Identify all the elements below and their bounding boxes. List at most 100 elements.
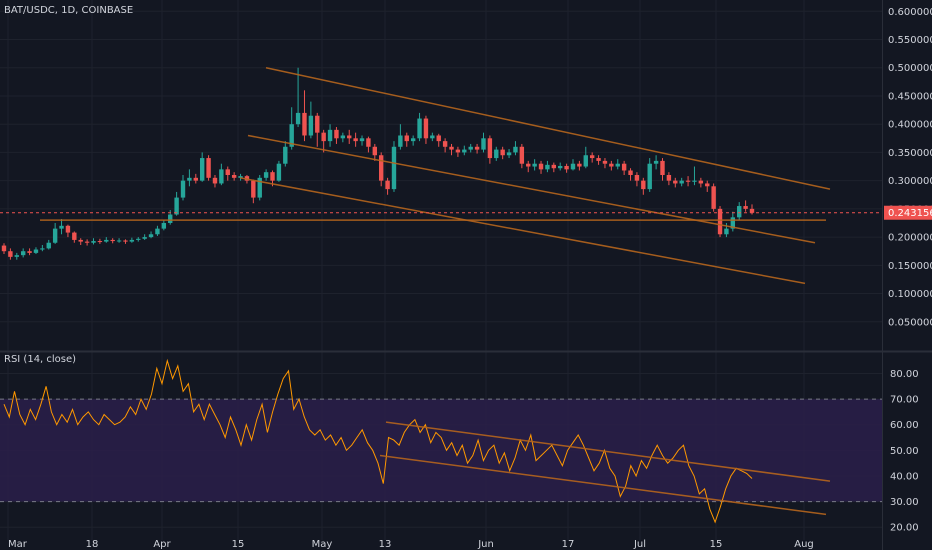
- candle-body: [589, 155, 595, 159]
- candle-body: [295, 112, 301, 125]
- candle-body: [289, 124, 294, 147]
- candle-body: [647, 163, 652, 190]
- candle-body: [583, 155, 588, 167]
- price-chart-title: BAT/USDC, 1D, COINBASE: [4, 5, 133, 16]
- candle-body: [660, 160, 665, 175]
- price-tick-label: 0.100000: [888, 289, 932, 300]
- candle-body: [187, 177, 192, 181]
- candle-body: [116, 240, 122, 242]
- candle-body: [40, 248, 45, 250]
- candle-body: [679, 180, 684, 184]
- rsi-tick-label: 40.00: [890, 471, 919, 482]
- candle-body: [442, 141, 448, 147]
- x-tick-label: May: [312, 539, 333, 550]
- candle-body: [78, 239, 83, 242]
- candle-body: [436, 135, 441, 142]
- candle-body: [372, 146, 378, 156]
- candle-body: [180, 180, 186, 198]
- x-tick-label: 15: [710, 539, 723, 550]
- candle-body: [692, 180, 697, 182]
- candle-body: [251, 180, 256, 198]
- candle-body: [206, 158, 211, 178]
- x-tick-label: Aug: [794, 539, 814, 550]
- last-price-label: 0.243156: [888, 208, 932, 219]
- candle-body: [538, 163, 544, 170]
- candle-body: [321, 132, 326, 142]
- candle-body: [14, 255, 19, 257]
- candle-body: [155, 228, 160, 235]
- candle-body: [276, 163, 282, 181]
- candle-body: [33, 249, 39, 253]
- candle-body: [359, 138, 365, 142]
- candle-body: [621, 163, 627, 171]
- candle-body: [705, 183, 710, 187]
- candle-body: [199, 158, 205, 181]
- candle-body: [570, 163, 576, 170]
- rsi-tick-label: 60.00: [890, 420, 919, 431]
- x-tick-label: Mar: [8, 539, 28, 550]
- candle-body: [455, 149, 461, 153]
- rsi-tick-label: 70.00: [890, 395, 919, 406]
- candle-body: [653, 160, 659, 164]
- candle-body: [142, 237, 147, 239]
- rsi-channel-line: [379, 454, 827, 516]
- x-tick-label: Apr: [153, 539, 171, 550]
- candle-body: [404, 135, 409, 142]
- candle-body: [270, 172, 275, 181]
- candle-body: [110, 239, 115, 242]
- x-tick-label: 15: [232, 539, 245, 550]
- candle-body: [263, 172, 269, 178]
- candle-body: [577, 163, 582, 167]
- rsi-tick-label: 30.00: [890, 497, 919, 508]
- rsi-channel-line: [385, 421, 831, 482]
- candle-body: [666, 175, 672, 181]
- candle-body: [717, 208, 723, 235]
- candle-body: [1, 245, 7, 252]
- price-tick-label: 0.600000: [888, 7, 932, 18]
- candle-body: [673, 180, 678, 184]
- price-tick-label: 0.150000: [888, 261, 932, 272]
- candle-body: [628, 170, 633, 175]
- candle-body: [136, 238, 141, 240]
- price-tick-label: 0.400000: [888, 120, 932, 131]
- candle-body: [749, 208, 755, 213]
- candle-body: [685, 180, 691, 182]
- price-tick-label: 0.450000: [888, 91, 932, 102]
- candle-body: [391, 146, 397, 190]
- candle-body: [340, 135, 346, 139]
- candle-body: [385, 180, 390, 190]
- candle-body: [238, 176, 243, 178]
- candle-body: [308, 115, 314, 136]
- candle-body: [423, 118, 429, 139]
- candle-body: [417, 118, 422, 139]
- candle-body: [602, 160, 608, 164]
- candle-body: [551, 164, 557, 169]
- candle-body: [730, 217, 736, 229]
- candle-body: [27, 251, 32, 253]
- candle-body: [615, 163, 620, 167]
- candle-body: [52, 228, 58, 243]
- rsi-tick-label: 50.00: [890, 446, 919, 457]
- rsi-pane: [0, 358, 882, 524]
- candle-body: [711, 186, 716, 209]
- candle-body: [327, 129, 333, 142]
- channel-line: [265, 67, 831, 190]
- candle-body: [283, 146, 288, 164]
- candle-body: [231, 175, 237, 178]
- candle-body: [353, 138, 358, 142]
- candle-body: [59, 225, 64, 229]
- candle-body: [724, 228, 729, 235]
- candle-body: [65, 225, 71, 233]
- candle-body: [743, 206, 748, 209]
- candle-body: [91, 241, 96, 243]
- candle-body: [609, 163, 614, 167]
- price-tick-label: 0.550000: [888, 35, 932, 46]
- rsi-tick-label: 20.00: [890, 523, 919, 534]
- candle-body: [398, 135, 403, 147]
- x-tick-label: Jun: [477, 539, 494, 550]
- candle-body: [315, 115, 320, 133]
- candle-body: [468, 146, 473, 150]
- candle-body: [161, 222, 167, 229]
